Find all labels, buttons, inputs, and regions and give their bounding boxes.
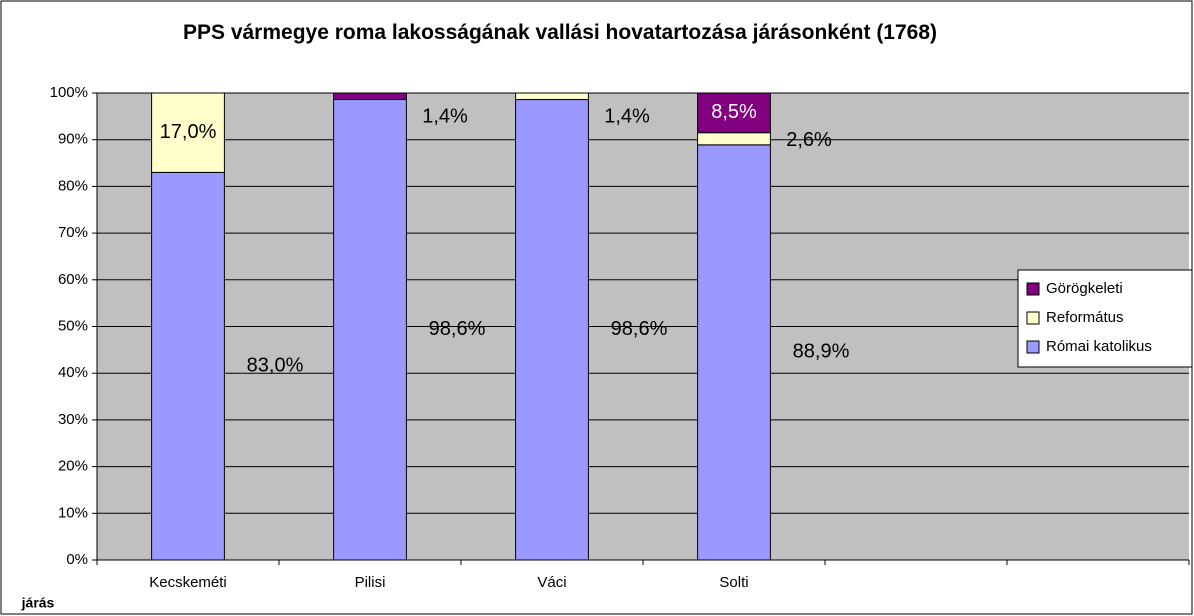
x-tick-label: Solti [719, 574, 748, 591]
y-tick-label: 20% [58, 458, 88, 475]
data-label: 83,0% [247, 354, 304, 376]
x-tick-label: Pilisi [355, 574, 386, 591]
legend-swatch [1026, 340, 1040, 354]
bar-segment [697, 92, 771, 134]
legend-label: Református [1046, 309, 1124, 326]
x-axis-label: járás [21, 595, 55, 611]
y-tick-label: 30% [58, 411, 88, 428]
legend-label: Római katolikus [1046, 338, 1152, 355]
chart-title: PPS vármegye roma lakosságának vallási h… [182, 21, 938, 44]
bar-segment [333, 99, 407, 561]
legend-swatch [1026, 282, 1040, 296]
y-tick-label: 10% [58, 504, 88, 521]
y-tick-label: 70% [58, 224, 88, 241]
y-tick-label: 0% [66, 551, 88, 568]
data-label: 1,4% [422, 105, 468, 127]
legend-swatch [1026, 311, 1040, 325]
bar-segment [515, 92, 589, 101]
y-tick-label: 80% [58, 177, 88, 194]
x-tick-label: Váci [537, 574, 566, 591]
x-tick-label: Kecskeméti [149, 574, 227, 591]
legend-box [1017, 269, 1193, 368]
data-label: 2,6% [786, 129, 832, 151]
y-tick-label: 90% [58, 131, 88, 148]
y-tick-label: 50% [58, 317, 88, 334]
bar-segment [515, 99, 589, 561]
y-tick-label: 60% [58, 271, 88, 288]
legend-label: Görögkeleti [1046, 280, 1123, 297]
data-label: 17,0% [160, 121, 217, 143]
y-tick-label: 100% [50, 84, 88, 101]
data-label: 88,9% [793, 341, 850, 363]
bar-segment [697, 144, 771, 561]
bar-segment [151, 171, 225, 561]
bar-segment [151, 92, 225, 173]
data-label: 98,6% [429, 318, 486, 340]
data-label: 8,5% [711, 101, 757, 123]
data-label: 98,6% [611, 318, 668, 340]
y-tick-label: 40% [58, 364, 88, 381]
bar-segment [333, 92, 407, 101]
bar-segment [697, 132, 771, 146]
data-label: 1,4% [604, 105, 650, 127]
